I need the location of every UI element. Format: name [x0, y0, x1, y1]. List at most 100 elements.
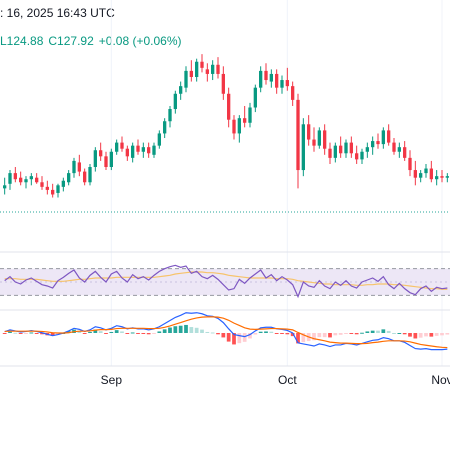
candle-body: [51, 189, 55, 195]
macd-histogram-bar: [98, 331, 103, 333]
candle-body: [104, 156, 108, 168]
candle-body: [328, 148, 332, 158]
macd-histogram-bar: [120, 331, 124, 333]
candle-body: [317, 130, 321, 146]
macd-histogram-bar: [392, 333, 396, 334]
macd-histogram-bar: [248, 333, 252, 339]
macd-histogram-bar: [173, 326, 178, 333]
macd-histogram-bar: [34, 333, 39, 334]
candle-body: [179, 86, 183, 94]
candle-body: [307, 124, 311, 140]
macd-histogram-bar: [413, 333, 418, 339]
candle-body: [269, 73, 273, 82]
candle-body: [120, 142, 124, 149]
macd-histogram-bar: [424, 333, 428, 337]
candle-body: [280, 80, 284, 88]
candle-body: [125, 148, 129, 157]
candle-body: [195, 61, 199, 77]
macd-histogram-bar: [333, 333, 338, 336]
macd-histogram-bar: [18, 333, 23, 334]
candle-body: [83, 171, 87, 183]
macd-histogram-bar: [50, 333, 55, 336]
candle-body: [40, 182, 44, 187]
macd-histogram-bar: [194, 327, 199, 333]
macd-histogram-bar: [226, 333, 231, 342]
candle-body: [77, 162, 81, 172]
macd-histogram-bar: [402, 333, 407, 335]
macd-histogram-bar: [104, 333, 108, 334]
macd-histogram-bar: [168, 327, 172, 333]
macd-histogram-bar: [88, 331, 92, 333]
macd-histogram-bar: [232, 333, 236, 345]
header-change-value: +0.08 (+0.06%): [98, 34, 182, 48]
rsi-pane[interactable]: [0, 264, 450, 299]
macd-histogram-bar: [205, 331, 210, 333]
candle-body: [147, 147, 151, 154]
macd-signal-line: [4, 316, 448, 349]
header-close-value: C127.92: [48, 34, 94, 48]
macd-histogram-bar: [386, 330, 391, 333]
macd-histogram-bar: [93, 329, 98, 333]
macd-histogram-bar: [338, 333, 343, 335]
candle-body: [88, 167, 92, 183]
candle-body: [168, 109, 172, 122]
macd-pane[interactable]: [2, 312, 450, 351]
candle-body: [157, 133, 161, 146]
candle-body: [323, 130, 327, 149]
candle-body: [232, 119, 236, 134]
macd-histogram-bar: [290, 333, 295, 337]
candle-body: [189, 70, 193, 77]
rsi-line: [4, 264, 448, 299]
candle-body: [360, 151, 364, 160]
macd-histogram-bar: [237, 333, 242, 344]
candle-body: [221, 73, 225, 94]
candle-body: [387, 130, 391, 143]
macd-histogram-bar: [29, 332, 34, 334]
macd-histogram-bar: [344, 333, 348, 334]
candle-body: [413, 170, 417, 178]
macd-histogram-bar: [77, 331, 82, 333]
macd-histogram-bar: [184, 324, 188, 333]
macd-histogram-bar: [429, 333, 434, 337]
candle-body: [216, 64, 220, 74]
price-pane[interactable]: [0, 54, 450, 213]
macd-histogram-bar: [109, 331, 114, 333]
candle-body: [312, 139, 316, 146]
macd-histogram-bar: [24, 333, 28, 334]
candle-body: [19, 177, 23, 183]
candle-body: [205, 69, 209, 74]
macd-histogram-bar: [264, 331, 268, 333]
macd-histogram-bar: [381, 329, 386, 333]
macd-histogram-bar: [434, 333, 439, 336]
candle-body: [381, 130, 385, 145]
time-axis-tick-label: Oct: [278, 373, 297, 387]
candle-body: [349, 142, 353, 154]
macd-histogram-bar: [40, 333, 44, 335]
candle-body: [259, 70, 263, 88]
macd-histogram-bar: [2, 333, 7, 334]
macd-histogram-bar: [322, 333, 327, 338]
candle-body: [392, 142, 396, 152]
macd-histogram-bar: [285, 333, 290, 335]
candle-body: [93, 150, 97, 168]
macd-histogram-bar: [162, 329, 167, 333]
candle-body: [371, 141, 375, 148]
macd-histogram-bar: [152, 333, 156, 334]
candle-body: [376, 141, 380, 145]
macd-histogram-bar: [365, 331, 370, 333]
macd-histogram-bar: [13, 332, 18, 334]
candle-body: [13, 173, 17, 180]
candle-body: [136, 145, 140, 152]
candle-body: [184, 70, 188, 88]
macd-histogram-bar: [349, 333, 354, 334]
macd-histogram-bar: [328, 333, 332, 338]
candle-body: [56, 185, 60, 193]
candle-body: [301, 124, 305, 171]
macd-histogram-bar: [301, 333, 306, 343]
macd-histogram-bar: [370, 330, 375, 333]
macd-histogram-bar: [136, 333, 140, 334]
candle-body: [333, 145, 337, 158]
candle-body: [237, 118, 241, 134]
